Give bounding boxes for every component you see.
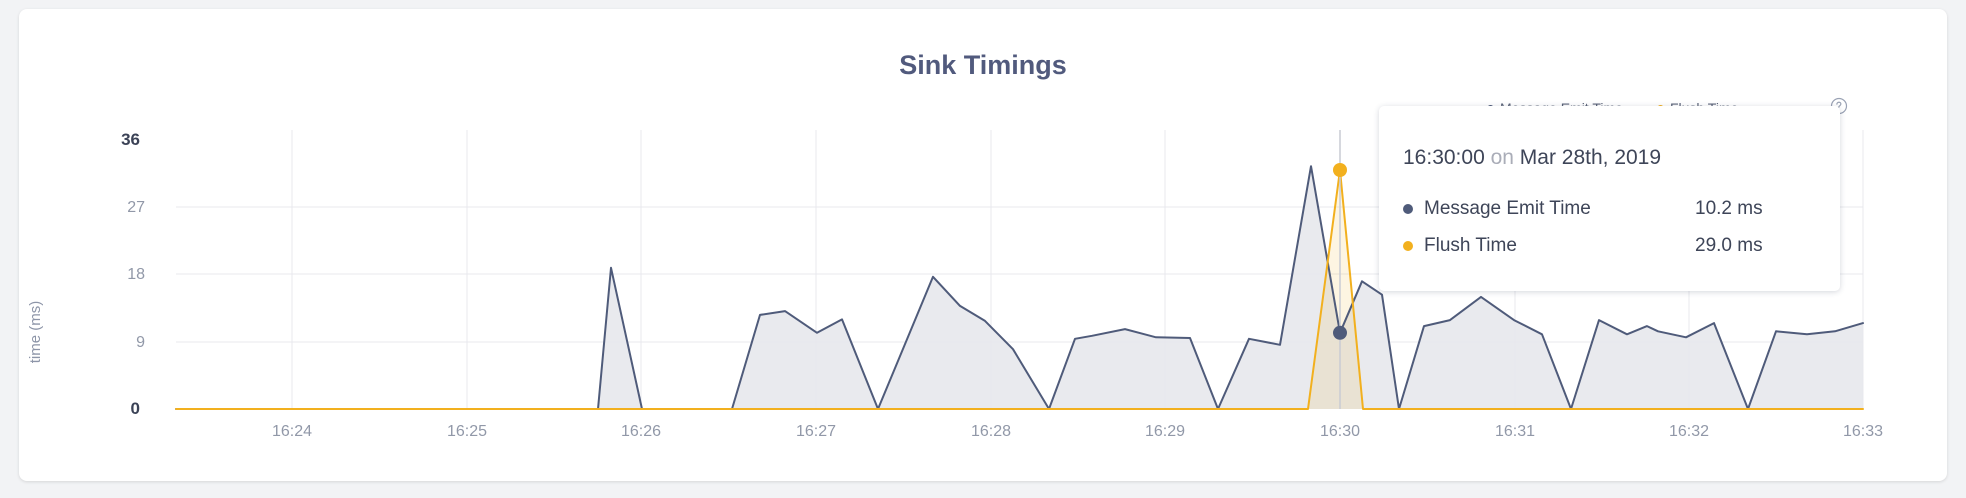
svg-text:16:28: 16:28: [971, 423, 1011, 440]
svg-text:time (ms): time (ms): [27, 301, 44, 364]
svg-text:36: 36: [121, 130, 140, 149]
svg-text:16:27: 16:27: [796, 423, 836, 440]
svg-text:27: 27: [127, 199, 145, 216]
svg-text:18: 18: [127, 266, 145, 283]
svg-text:16:30: 16:30: [1320, 423, 1360, 440]
svg-text:16:33: 16:33: [1843, 423, 1883, 440]
svg-text:16:26: 16:26: [621, 423, 661, 440]
svg-text:16:25: 16:25: [447, 423, 487, 440]
svg-text:0: 0: [131, 399, 140, 418]
svg-text:16:31: 16:31: [1495, 423, 1535, 440]
svg-text:16:29: 16:29: [1145, 423, 1185, 440]
svg-text:9: 9: [136, 334, 145, 351]
svg-text:16:24: 16:24: [272, 423, 312, 440]
svg-text:16:32: 16:32: [1669, 423, 1709, 440]
